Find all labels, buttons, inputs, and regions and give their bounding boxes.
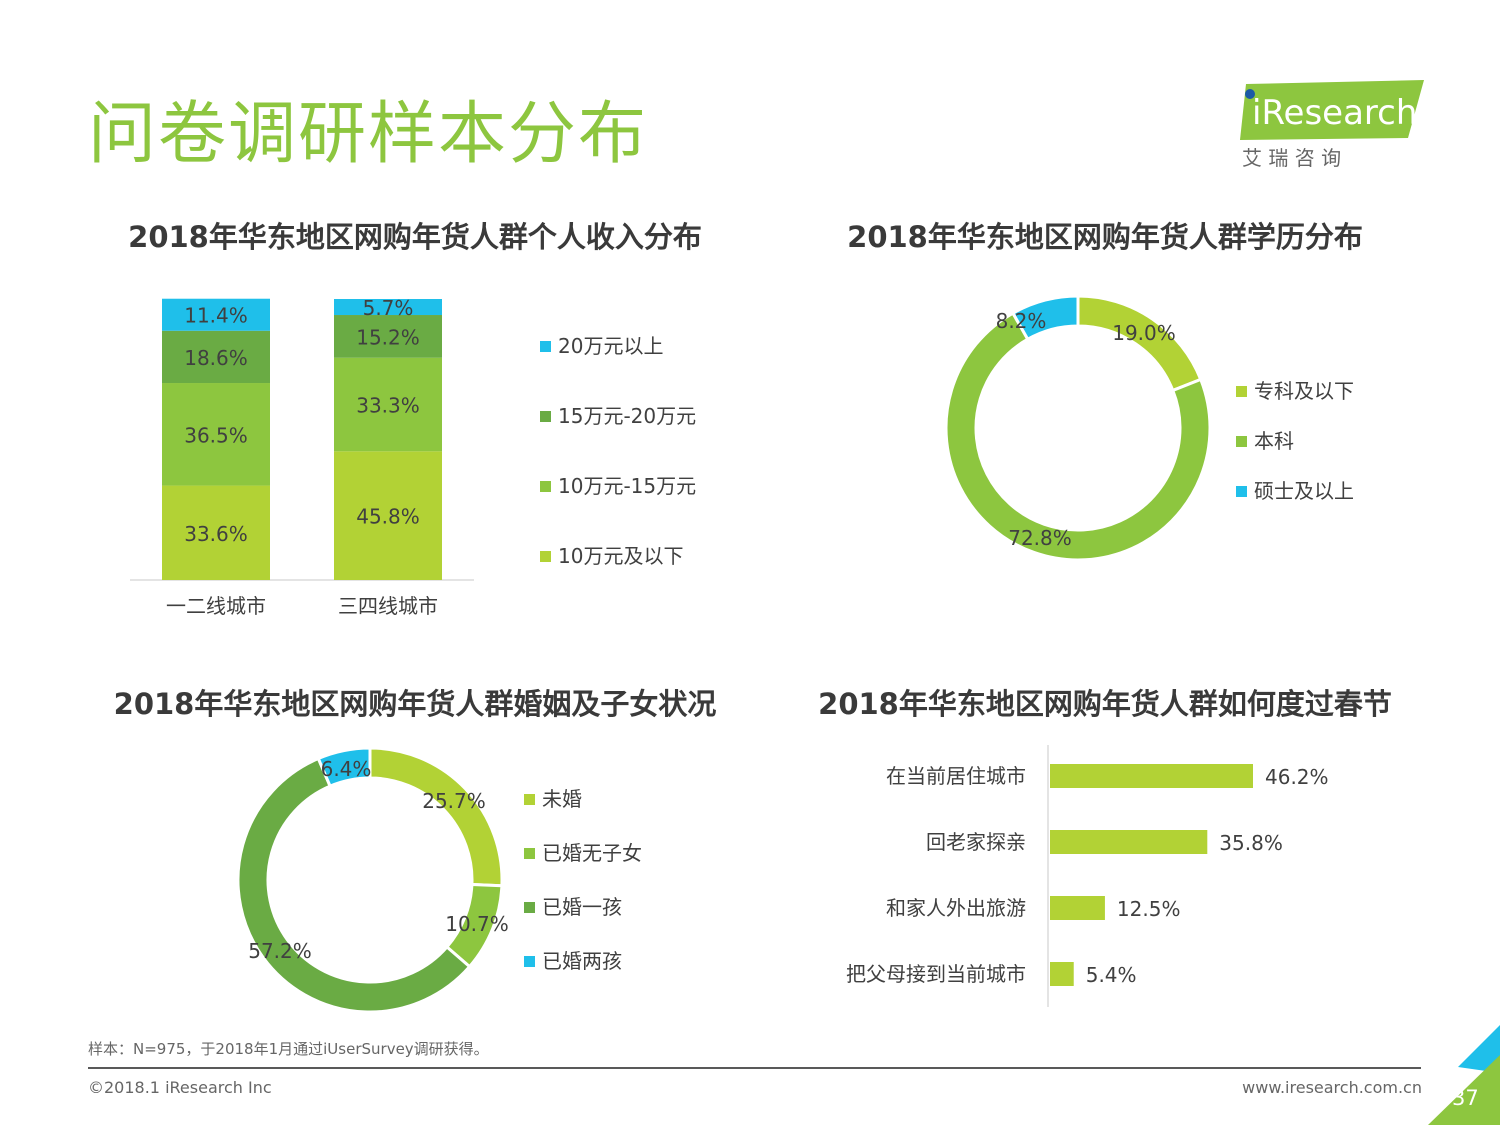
data-label: 5.4% [1086,963,1137,987]
chart2-title: 2018年华东地区网购年货人群学历分布 [847,220,1363,254]
page-number: 37 [1452,1086,1479,1110]
chart3-legend: 未婚已婚无子女已婚一孩已婚两孩 [524,783,704,993]
bar [1050,896,1105,920]
data-label: 45.8% [356,505,420,529]
legend-label: 20万元以上 [558,334,664,358]
bar-segment [334,357,442,452]
data-label: 57.2% [248,939,312,963]
data-label: 33.6% [184,522,248,546]
data-label: 10.7% [445,912,509,936]
legend-item: 已婚一孩 [524,891,622,920]
bar-segment [162,485,270,580]
iresearch-logo: iResearch 艾 瑞 咨 询 [1240,80,1424,170]
category-label: 在当前居住城市 [886,764,1026,788]
category-label: 三四线城市 [338,594,438,618]
legend-label: 10万元及以下 [558,544,684,568]
data-label: 8.2% [996,309,1047,333]
data-label: 18.6% [184,346,248,370]
chart1-title: 2018年华东地区网购年货人群个人收入分布 [128,220,702,254]
legend-item: 已婚两孩 [524,945,622,974]
logo-text: iResearch [1252,93,1417,133]
donut-slice [1010,294,1080,342]
legend-swatch [1236,386,1247,397]
legend-item: 已婚无子女 [524,837,642,866]
legend-swatch [524,902,535,913]
footer-divider [88,1067,1421,1069]
data-label: 72.8% [1008,526,1072,550]
bar-segment [162,298,270,331]
legend-item: 未婚 [524,783,582,812]
data-label: 36.5% [184,423,248,447]
bar [1050,830,1208,854]
data-label: 46.2% [1265,765,1329,789]
legend-item: 专科及以下 [1236,375,1354,404]
education-donut-chart: 19.0% 72.8% 8.2% [944,294,1212,562]
legend-label: 硕士及以上 [1254,479,1354,503]
legend-swatch [524,848,535,859]
bar [1050,764,1253,788]
chart1-legend: 20万元以上 15万元-20万元 10万元-15万元 10万元及以下 [540,330,740,590]
bar-segment [334,451,442,580]
legend-item: 10万元-15万元 [540,470,696,499]
spring-festival-bar-chart: 在当前居住城市 46.2% 回老家探亲 35.8% 和家人外出旅游 12.5% 把父母接到当… [846,745,1329,1007]
category-label: 回老家探亲 [926,830,1026,854]
legend-swatch [1236,436,1247,447]
legend-label: 专科及以下 [1254,379,1354,403]
logo-subtitle: 艾 瑞 咨 询 [1242,146,1341,170]
chart3-title: 2018年华东地区网购年货人群婚姻及子女状况 [113,687,717,721]
legend-label: 15万元-20万元 [558,404,697,428]
income-stacked-bar-chart: 33.6% 36.5% 18.6% 11.4% 一二线城市 45.8% 33.3% 15.2%… [130,296,474,618]
data-label: 11.4% [184,304,248,328]
data-label: 12.5% [1117,897,1181,921]
donut-slice [368,746,504,888]
marriage-donut-chart: 25.7% 10.7% 57.2% 6.4% [236,746,509,1014]
website-link[interactable]: www.iresearch.com.cn [1242,1078,1422,1097]
bar [1050,962,1074,986]
category-label: 和家人外出旅游 [886,896,1026,920]
legend-swatch [540,551,551,562]
data-label: 5.7% [363,296,414,320]
legend-label: 本科 [1254,429,1294,453]
legend-swatch [540,341,551,352]
legend-label: 已婚一孩 [542,895,622,919]
donut-slice [944,311,1212,562]
legend-label: 已婚无子女 [542,841,642,865]
donut-slice [316,746,372,789]
data-label: 6.4% [321,757,372,781]
legend-item: 15万元-20万元 [540,400,696,429]
bar-segment [162,383,270,486]
data-label: 35.8% [1219,831,1283,855]
chart4-title: 2018年华东地区网购年货人群如何度过春节 [818,687,1392,721]
bar-segment [334,315,442,358]
category-label: 一二线城市 [166,594,266,618]
legend-label: 已婚两孩 [542,949,622,973]
legend-label: 10万元-15万元 [558,474,697,498]
data-label: 25.7% [422,789,486,813]
legend-swatch [540,411,551,422]
legend-item: 10万元及以下 [540,540,683,569]
corner-decoration [1428,1025,1500,1125]
legend-swatch [524,794,535,805]
sample-footnote: 样本：N=975，于2018年1月通过iUserSurvey调研获得。 [88,1040,489,1058]
bar-segment [162,330,270,384]
data-label: 33.3% [356,394,420,418]
data-label: 19.0% [1112,321,1176,345]
data-label: 15.2% [356,325,420,349]
legend-label: 未婚 [542,787,582,811]
legend-swatch [524,956,535,967]
legend-swatch [1236,486,1247,497]
legend-item: 20万元以上 [540,330,663,359]
legend-item: 本科 [1236,425,1294,454]
legend-item: 硕士及以上 [1236,475,1354,504]
copyright: ©2018.1 iResearch Inc [88,1078,272,1097]
category-label: 把父母接到当前城市 [846,962,1026,986]
page-title: 问卷调研样本分布 [88,95,649,174]
legend-swatch [540,481,551,492]
bar-segment [334,299,442,316]
chart2-legend: 专科及以下本科硕士及以上 [1236,375,1416,525]
donut-slice [236,756,472,1014]
